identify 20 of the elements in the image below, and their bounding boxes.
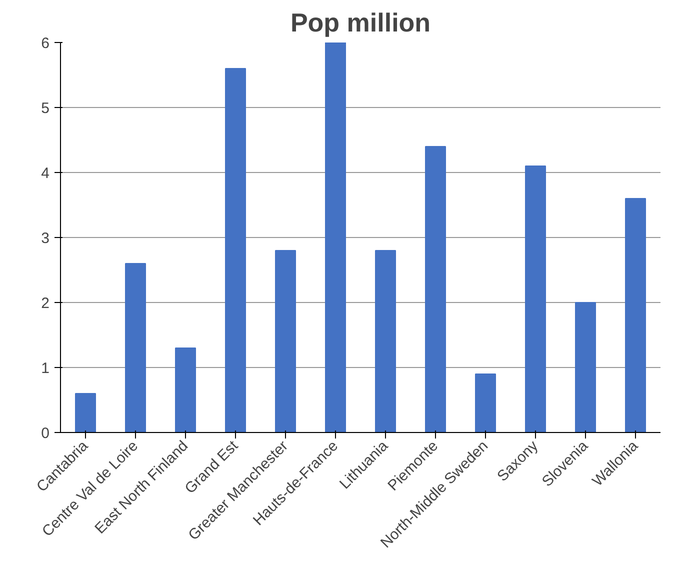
bar (225, 68, 246, 432)
bar (175, 348, 196, 432)
chart-title: Pop million (290, 8, 431, 38)
y-tick-label: 2 (41, 295, 50, 312)
bar (75, 393, 96, 432)
bar (275, 250, 296, 432)
y-tick-label: 5 (41, 100, 50, 117)
y-tick-label: 0 (41, 425, 50, 442)
bar (525, 166, 546, 432)
bar (375, 250, 396, 432)
y-tick-label: 6 (41, 35, 50, 52)
bar (575, 302, 596, 432)
y-tick-label: 1 (41, 360, 50, 377)
bar (325, 42, 346, 432)
y-tick-label: 3 (41, 230, 50, 247)
bar (425, 146, 446, 432)
bar (475, 374, 496, 432)
y-tick-label: 4 (41, 165, 50, 182)
bar (125, 263, 146, 432)
bar (625, 198, 646, 432)
